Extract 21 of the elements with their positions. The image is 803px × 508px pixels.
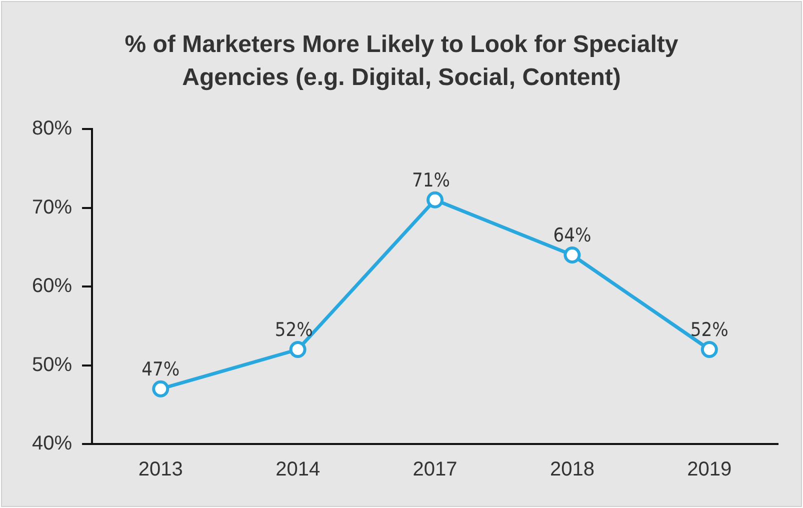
point: [426, 191, 444, 208]
y-tick-label: 60%: [32, 275, 72, 298]
data-label: 71%: [412, 169, 450, 192]
y-tick-label: 70%: [32, 196, 72, 218]
x-tick-label: 2019: [687, 458, 732, 481]
x-tick-label: 2017: [412, 458, 458, 481]
y-tick-label: 50%: [32, 354, 72, 376]
data-label: 47%: [142, 358, 180, 380]
chart-title: % of Marketers More Likely to Look for Specialty Agencies (e.g. Digital, Social, Content): [124, 30, 680, 93]
data-label: 52%: [274, 318, 313, 341]
point: [700, 341, 718, 358]
x-tick-label: 2013: [138, 458, 183, 481]
x-tick-label: 2018: [550, 458, 594, 481]
point: [564, 246, 581, 264]
point: [152, 380, 170, 398]
point: [289, 341, 306, 358]
y-tick-label: 80%: [32, 118, 72, 140]
data-label: 52%: [690, 318, 728, 341]
x-tick-label: 2014: [276, 458, 320, 481]
y-tick-label: 40%: [32, 432, 72, 455]
data-label: 64%: [553, 224, 592, 246]
